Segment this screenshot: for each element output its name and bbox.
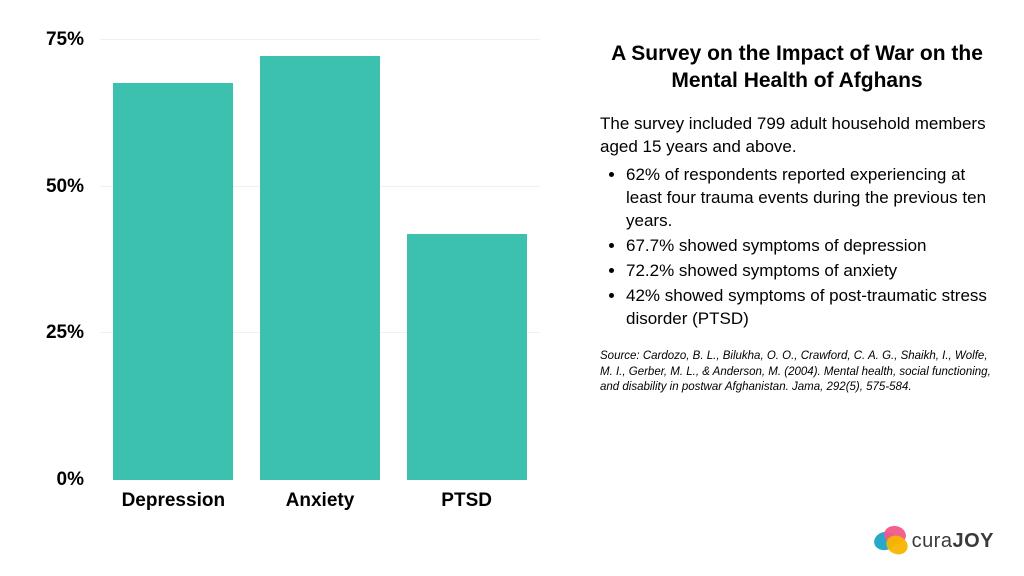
bullet-item: 72.2% showed symptoms of anxiety bbox=[626, 260, 994, 283]
x-tick-label: Depression bbox=[113, 490, 233, 512]
y-tick-label: 75% bbox=[46, 29, 84, 51]
logo-text: curaJOY bbox=[912, 530, 994, 553]
bullet-item: 62% of respondents reported experiencing… bbox=[626, 164, 994, 233]
bullet-item: 42% showed symptoms of post-traumatic st… bbox=[626, 285, 994, 331]
bar-depression bbox=[113, 83, 233, 480]
text-column: A Survey on the Impact of War on the Men… bbox=[570, 30, 994, 556]
x-axis-labels: Depression Anxiety PTSD bbox=[100, 490, 540, 512]
y-tick-label: 50% bbox=[46, 176, 84, 198]
logo-text-light: cura bbox=[912, 530, 953, 552]
bars-container bbox=[100, 40, 540, 480]
logo-mark-icon bbox=[874, 526, 908, 556]
bar-chart bbox=[100, 40, 540, 480]
y-axis-labels: 0%25%50%75% bbox=[30, 40, 90, 480]
y-tick-label: 0% bbox=[57, 469, 84, 491]
x-tick-label: Anxiety bbox=[260, 490, 380, 512]
chart-column: 0% 25% 50% 75% Depression Anxiety PTSD bbox=[30, 30, 570, 556]
infographic-title: A Survey on the Impact of War on the Men… bbox=[600, 40, 994, 95]
y-tick-label: 25% bbox=[46, 322, 84, 344]
curajoy-logo: curaJOY bbox=[874, 526, 994, 556]
bar-anxiety bbox=[260, 56, 380, 480]
infographic-page: 0% 25% 50% 75% Depression Anxiety PTSD A Surv… bbox=[0, 0, 1024, 576]
bar-ptsd bbox=[407, 234, 527, 480]
logo-row: curaJOY bbox=[600, 516, 994, 556]
logo-text-bold: JOY bbox=[952, 530, 994, 552]
intro-text: The survey included 799 adult household … bbox=[600, 113, 994, 159]
bullet-item: 67.7% showed symptoms of depression bbox=[626, 235, 994, 258]
x-tick-label: PTSD bbox=[407, 490, 527, 512]
bullet-list: 62% of respondents reported experiencing… bbox=[600, 164, 994, 333]
source-citation: Source: Cardozo, B. L., Bilukha, O. O., … bbox=[600, 349, 994, 396]
